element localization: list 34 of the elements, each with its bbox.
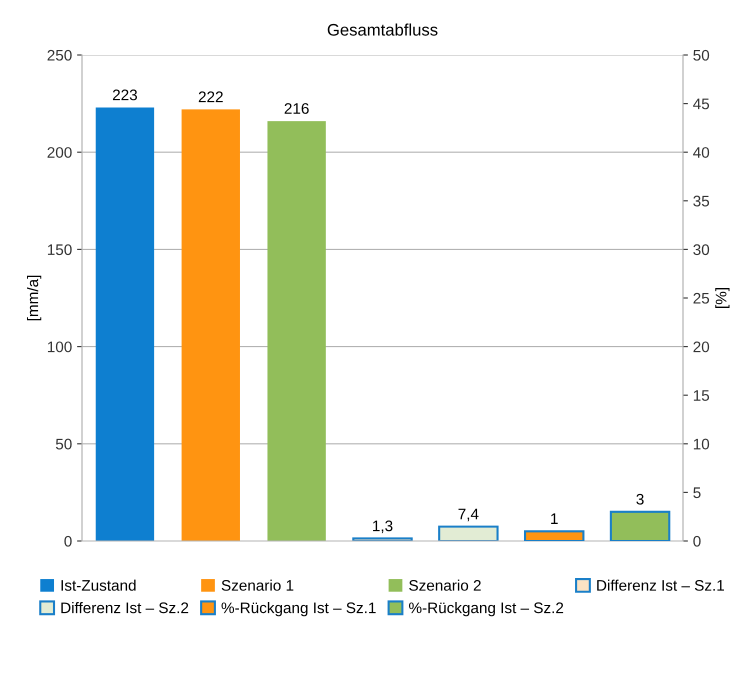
- data-label: 223: [112, 89, 138, 100]
- legend-label: Ist-Zustand: [62, 580, 136, 591]
- y2-tick-label: 5: [693, 487, 701, 498]
- y2-tick-label: 0: [693, 536, 701, 547]
- data-label: 7,4: [458, 508, 479, 522]
- y2-tick-label: 25: [693, 292, 710, 304]
- y2-tick-label: 30: [693, 244, 710, 256]
- legend-label: Szenario 2: [409, 580, 481, 591]
- y2-tick-label: 20: [693, 341, 710, 352]
- data-label: 216: [284, 103, 309, 114]
- y2-axis-title: [%]: [715, 288, 730, 308]
- y-tick-label: 100: [48, 341, 72, 352]
- legend-label: %-Rückgang Ist – Sz.1: [222, 602, 376, 616]
- y-tick-label: 150: [48, 244, 72, 256]
- y-tick-label: 0: [64, 536, 72, 547]
- data-label: 1: [551, 513, 558, 524]
- y2-tick-label: 15: [694, 390, 710, 401]
- legend-label: Differenz Ist – Sz.1: [597, 580, 724, 591]
- y-axis-title: [mm/a]: [26, 276, 42, 320]
- data-label: 3: [636, 494, 644, 505]
- chart-title: Gesamtabfluss: [328, 23, 438, 36]
- y2-tick-label: 10: [694, 438, 710, 450]
- y-tick-label: 250: [48, 50, 72, 61]
- y2-tick-label: 50: [693, 50, 710, 61]
- y2-tick-label: 45: [693, 98, 710, 110]
- legend-label: Differenz Ist – Sz.2: [61, 602, 188, 614]
- data-label: 222: [198, 91, 223, 102]
- y2-tick-label: 40: [693, 147, 710, 158]
- legend-label: %-Rückgang Ist – Sz.2: [409, 602, 564, 616]
- y2-tick-label: 35: [693, 196, 710, 206]
- data-label: 1,3: [373, 520, 392, 534]
- legend-label: Szenario 1: [222, 580, 294, 591]
- y-tick-label: 200: [48, 147, 72, 158]
- y-tick-label: 50: [56, 438, 72, 450]
